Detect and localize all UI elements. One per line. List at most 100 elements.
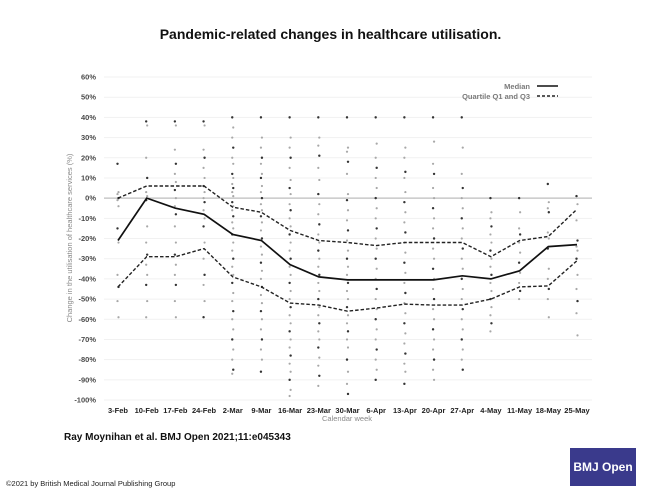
scatter-point — [374, 176, 377, 180]
x-tick-label: 2-Mar — [223, 406, 243, 415]
scatter-point — [489, 297, 492, 301]
scatter-point — [289, 156, 292, 159]
scatter-point — [403, 221, 406, 224]
scatter-point — [232, 227, 235, 230]
scatter-point — [145, 263, 148, 266]
scatter-point — [203, 200, 206, 204]
scatter-point — [461, 307, 464, 311]
scatter-point — [546, 297, 549, 301]
x-tick-label: 23-Mar — [307, 406, 331, 415]
scatter-point — [289, 273, 292, 276]
scatter-point — [288, 378, 291, 382]
scatter-point — [345, 150, 349, 153]
scatter-point — [231, 209, 234, 212]
scatter-point — [317, 314, 320, 317]
scatter-point — [432, 172, 436, 176]
scatter-point — [431, 247, 435, 250]
scatter-point — [145, 316, 148, 319]
scatter-point — [461, 287, 464, 291]
scatter-point — [460, 338, 463, 341]
series-lines — [117, 185, 578, 312]
scatter-point — [432, 297, 436, 301]
scatter-point — [117, 205, 120, 208]
scatter-point — [318, 257, 321, 260]
y-tick-label: -60% — [78, 315, 96, 324]
scatter-point — [490, 289, 493, 293]
scatter-point — [317, 297, 320, 301]
scatter-point — [490, 322, 493, 325]
scatter-point — [404, 251, 407, 254]
scatter-point — [260, 184, 264, 188]
y-tick-label: -20% — [78, 234, 96, 243]
scatter-point — [173, 188, 177, 192]
scatter-point — [289, 388, 292, 392]
scatter-point — [231, 249, 234, 252]
scatter-point — [460, 358, 463, 361]
scatter-point — [202, 120, 205, 123]
scatter-point — [202, 166, 205, 169]
scatter-point — [116, 299, 119, 303]
scatter-point — [345, 116, 349, 119]
scatter-point — [232, 215, 235, 218]
scatter-point — [460, 237, 463, 240]
scatter-point — [231, 358, 234, 361]
scatter-point — [260, 172, 264, 175]
scatter-point — [490, 257, 493, 260]
scatter-point — [375, 247, 378, 250]
scatter-point — [203, 124, 206, 127]
scatter-point — [489, 249, 492, 252]
x-tick-label: 11-May — [507, 406, 533, 415]
scatter-point — [460, 257, 463, 260]
y-tick-label: -100% — [74, 396, 96, 405]
scatter-point — [403, 342, 406, 345]
x-tick-label: 9-Mar — [251, 406, 271, 415]
scatter-point — [259, 293, 263, 297]
x-tick-label: 25-May — [564, 406, 590, 415]
scatter-point — [259, 176, 263, 180]
x-tick-labels: 3-Feb 10-Feb 17-Feb 24-Feb 2-Mar 9-Mar 16-Mar 2… — [108, 406, 591, 415]
scatter-point — [232, 257, 235, 260]
scatter-point — [288, 265, 291, 268]
scatter-point — [231, 172, 234, 176]
scatter-point — [345, 257, 349, 260]
scatter-point — [346, 314, 350, 317]
scatter-point — [260, 253, 264, 256]
scatter-point — [202, 316, 205, 319]
scatter-point — [374, 338, 377, 341]
scatter-point — [576, 299, 579, 303]
scatter-point — [144, 283, 148, 287]
scatter-point — [517, 196, 521, 200]
scatter-point — [460, 297, 463, 301]
scatter-point — [173, 253, 177, 256]
scatter-point — [116, 199, 119, 202]
y-tick-label: -50% — [78, 295, 96, 304]
scatter-point — [318, 178, 321, 182]
scatter-point — [260, 237, 264, 240]
scatter-point — [146, 225, 149, 228]
scatter-point — [575, 194, 578, 198]
scatter-point — [576, 203, 579, 206]
scatter-point — [116, 227, 119, 230]
scatter-point — [288, 314, 291, 317]
scatter-point — [259, 245, 263, 248]
scatter-point — [202, 283, 205, 287]
scatter-point — [403, 362, 406, 365]
scatter-point — [519, 211, 522, 214]
scatter-point — [317, 364, 320, 367]
x-tick-label: 30-Mar — [335, 406, 359, 415]
scatter-point — [374, 116, 377, 119]
scatter-point — [231, 221, 234, 224]
scatter-point — [318, 322, 321, 325]
scatter-point — [203, 273, 206, 277]
quartile-q3-line — [117, 185, 578, 258]
scatter-point — [461, 267, 464, 270]
scatter-point — [489, 265, 492, 268]
scatter-point — [318, 223, 321, 226]
scatter-point — [547, 237, 550, 240]
scatter-point — [345, 219, 349, 222]
scatter-point — [375, 142, 378, 145]
scatter-point — [259, 116, 263, 119]
scatter-point — [374, 237, 377, 240]
scatter-point — [259, 215, 263, 218]
scatter-point — [518, 241, 521, 244]
